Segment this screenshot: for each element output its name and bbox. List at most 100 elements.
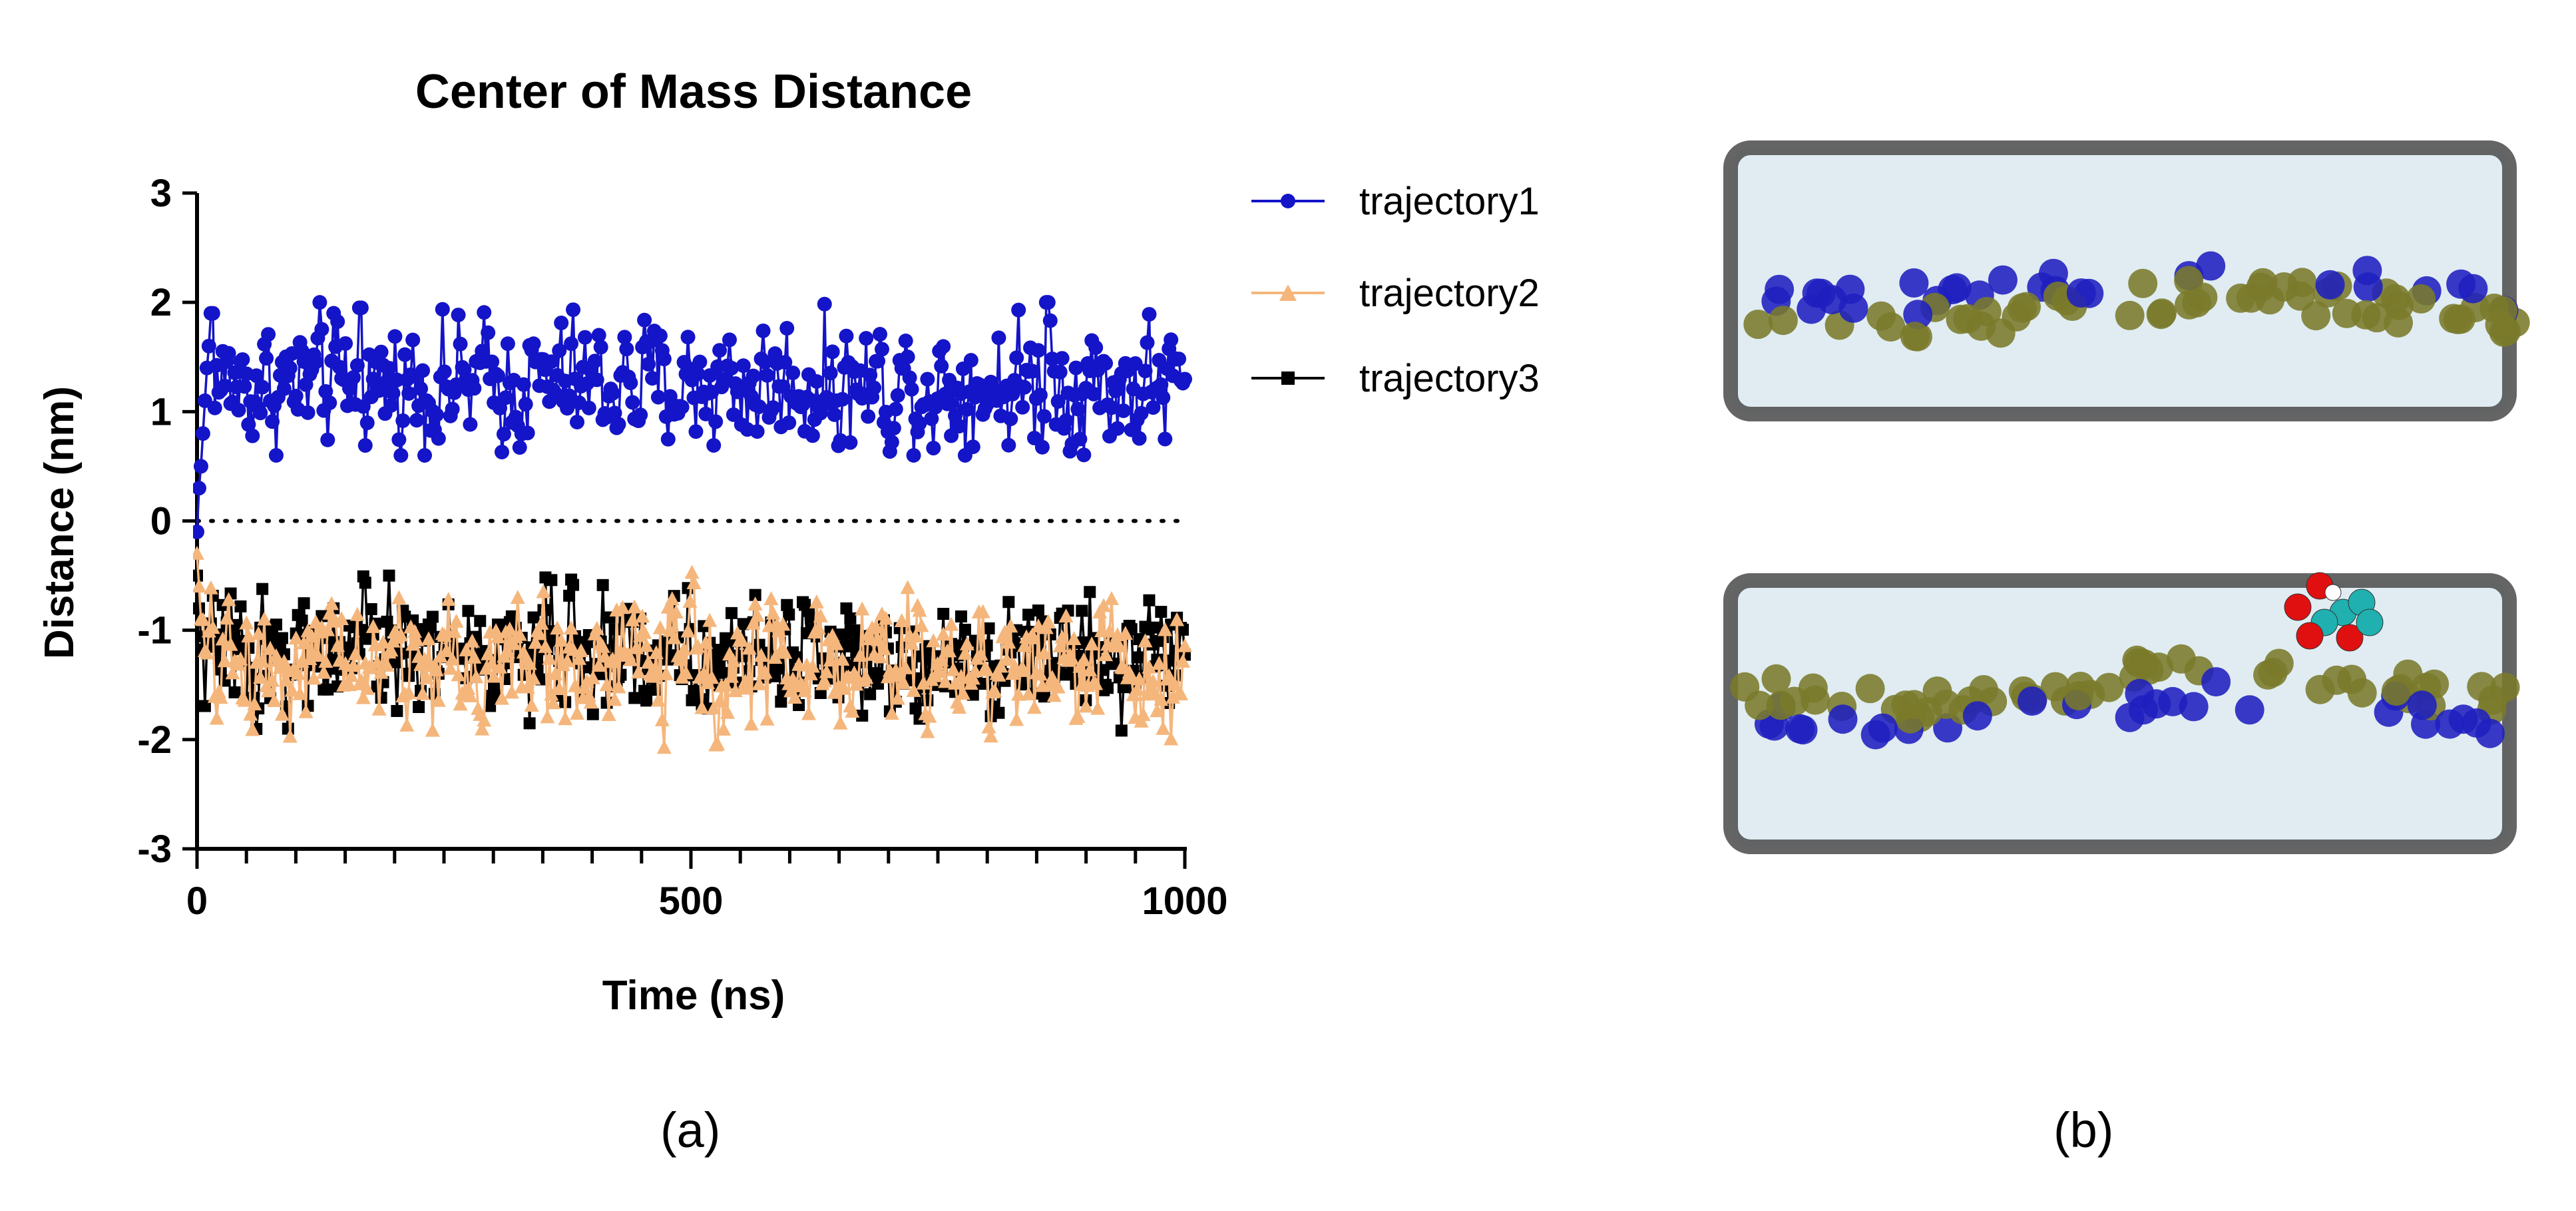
data-point-trajectory1 [566, 302, 581, 318]
data-point-trajectory2 [263, 640, 278, 655]
data-point-trajectory1 [1104, 400, 1119, 415]
data-point-trajectory1 [485, 354, 500, 369]
data-point-trajectory2 [855, 601, 870, 616]
data-point-trajectory2 [1009, 712, 1024, 726]
data-point-trajectory2 [245, 722, 260, 736]
data-point-trajectory2 [599, 677, 614, 692]
data-point-trajectory2 [421, 631, 436, 646]
data-point-trajectory1 [1034, 439, 1050, 455]
data-point-trajectory2 [528, 634, 543, 649]
data-point-trajectory2 [564, 620, 579, 635]
data-point-trajectory2 [652, 620, 668, 634]
data-point-trajectory2 [1176, 653, 1191, 668]
data-point-trajectory1 [1011, 302, 1026, 318]
data-point-trajectory2 [690, 638, 706, 653]
data-point-trajectory2 [811, 620, 826, 634]
data-point-trajectory1 [276, 381, 292, 396]
data-point-trajectory2 [837, 680, 852, 695]
data-point-trajectory3 [567, 579, 580, 591]
tail-bead [2115, 300, 2145, 330]
data-point-trajectory2 [310, 648, 325, 662]
data-point-trajectory2 [591, 658, 606, 672]
data-point-trajectory1 [221, 346, 236, 361]
data-point-trajectory3 [228, 686, 241, 698]
data-point-trajectory2 [477, 712, 492, 727]
data-point-trajectory1 [690, 366, 706, 381]
data-point-trajectory1 [1098, 356, 1114, 371]
data-point-trajectory1 [674, 399, 690, 415]
headgroup-bead [2201, 667, 2231, 697]
data-point-trajectory2 [748, 597, 763, 611]
data-point-trajectory2 [631, 664, 646, 679]
data-point-trajectory2 [475, 721, 490, 736]
data-point-trajectory2 [349, 606, 365, 621]
data-point-trajectory2 [912, 603, 927, 617]
data-point-trajectory3 [966, 688, 979, 701]
data-point-trajectory2 [890, 690, 905, 705]
data-point-trajectory1 [765, 400, 781, 415]
data-point-trajectory1 [467, 381, 482, 396]
legend-item-trajectory1: trajectory1 [1251, 180, 1540, 223]
data-point-trajectory2 [274, 706, 290, 721]
data-point-trajectory1 [1146, 400, 1161, 415]
data-point-trajectory2 [742, 640, 757, 655]
data-point-trajectory1 [1052, 364, 1068, 379]
data-point-trajectory2 [767, 650, 783, 664]
data-point-trajectory1 [217, 378, 232, 393]
data-point-trajectory2 [355, 690, 371, 704]
data-point-trajectory1 [345, 370, 361, 385]
data-point-trajectory2 [399, 717, 415, 732]
data-point-trajectory1 [936, 339, 951, 354]
data-point-trajectory2 [753, 648, 769, 662]
data-point-trajectory1 [1017, 379, 1032, 395]
data-point-trajectory2 [938, 674, 953, 688]
data-point-trajectory3 [322, 683, 334, 696]
data-point-trajectory2 [569, 706, 584, 720]
com-distance-chart: Center of Mass Distance 3 2 1 0 -1 -2 -3 0 500 10… [37, 65, 1540, 1019]
tail-bead [1953, 304, 1983, 334]
data-point-trajectory2 [237, 692, 252, 707]
data-point-trajectory1 [207, 400, 222, 415]
headgroup-bead [1806, 278, 1836, 308]
data-point-trajectory2 [223, 636, 238, 651]
data-point-trajectory1 [591, 328, 606, 343]
tail-bead [1761, 664, 1791, 694]
data-point-trajectory1 [338, 336, 353, 351]
data-point-trajectory2 [520, 679, 535, 694]
data-point-trajectory1 [1032, 387, 1048, 403]
headgroup-bead [2315, 270, 2345, 300]
headgroup-bead [1903, 300, 1933, 330]
data-point-trajectory1 [593, 340, 608, 355]
data-point-trajectory2 [485, 655, 500, 670]
data-point-trajectory2 [1104, 591, 1119, 605]
data-point-trajectory2 [265, 672, 280, 687]
data-point-trajectory1 [395, 413, 411, 428]
data-point-trajectory3 [234, 600, 247, 612]
data-point-trajectory2 [710, 736, 726, 751]
data-point-trajectory1 [637, 312, 652, 328]
data-point-trajectory2 [585, 670, 600, 684]
data-point-trajectory3 [640, 694, 653, 707]
data-point-trajectory3 [771, 662, 783, 674]
tail-bead [1876, 312, 1906, 342]
data-point-trajectory2 [219, 610, 234, 625]
headgroup-bead [1942, 273, 1972, 303]
data-point-trajectory2 [646, 662, 662, 677]
data-point-trajectory1 [688, 424, 704, 439]
tail-bead [1900, 322, 1930, 352]
data-point-trajectory1 [381, 360, 397, 375]
data-point-trajectory1 [1156, 390, 1171, 405]
data-point-trajectory2 [296, 635, 312, 650]
data-point-trajectory2 [904, 635, 919, 650]
data-point-trajectory2 [560, 653, 575, 668]
tail-bead [2381, 676, 2411, 706]
data-point-trajectory1 [1108, 383, 1123, 399]
data-point-trajectory2 [288, 630, 304, 645]
data-point-trajectory3 [844, 612, 857, 624]
data-point-trajectory1 [1070, 401, 1086, 417]
data-point-trajectory1 [355, 399, 371, 414]
data-point-trajectory2 [932, 664, 947, 678]
tail-bead [1922, 676, 1952, 706]
data-point-trajectory1 [835, 391, 850, 407]
